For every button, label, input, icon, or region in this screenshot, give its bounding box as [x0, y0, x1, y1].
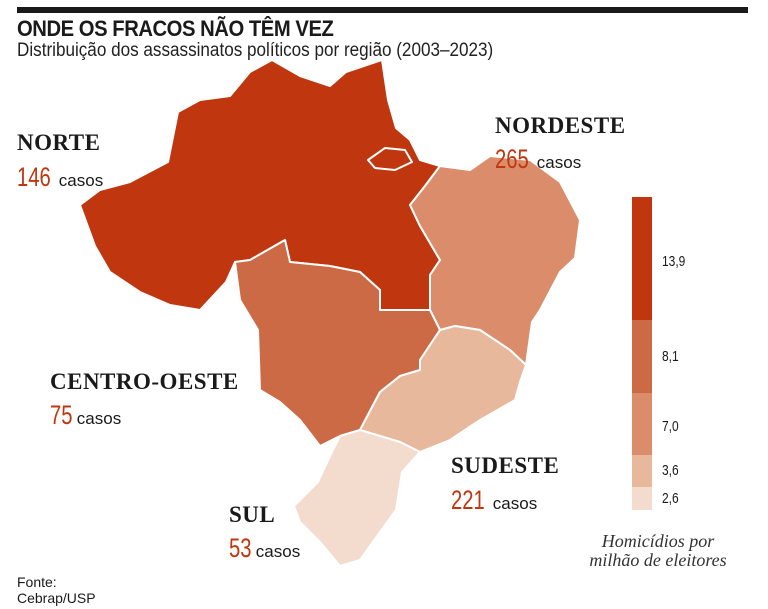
legend-swatch [632, 455, 652, 487]
top-rule [17, 7, 748, 13]
legend-value: 7,0 [662, 418, 679, 435]
legend-swatch [632, 320, 652, 393]
region-sudeste [359, 325, 527, 453]
legend-swatch [632, 487, 652, 510]
legend-value: 2,6 [662, 490, 679, 507]
region-label-sul: SUL [229, 502, 276, 527]
region-count-sudeste: 221 casos [451, 485, 538, 515]
legend-swatch [632, 393, 652, 455]
legend-title: Homicídios por milhão de eleitores [589, 531, 727, 570]
legend-value: 13,9 [662, 253, 686, 270]
region-norte-island [367, 147, 413, 171]
region-label-nordeste: NORDESTE [495, 113, 626, 138]
legend-swatch [632, 197, 652, 320]
source-note: Fonte: Cebrap/USP [17, 574, 96, 606]
region-label-centro-oeste: CENTRO-OESTE [50, 369, 239, 394]
region-nordeste [409, 155, 581, 366]
legend-color-scale [632, 197, 652, 510]
page-title: ONDE OS FRACOS NÃO TÊM VEZ [17, 16, 334, 41]
page-subtitle: Distribuição dos assassinatos políticos … [17, 40, 494, 61]
region-sul [293, 429, 421, 567]
legend-value: 3,6 [662, 462, 679, 479]
region-label-norte: NORTE [17, 130, 101, 155]
region-label-sudeste: SUDESTE [451, 453, 560, 478]
region-count-centro-oeste: 75 casos [50, 400, 122, 430]
region-count-sul: 53 casos [229, 533, 301, 563]
region-count-nordeste: 265 casos [495, 144, 582, 174]
legend-value: 8,1 [662, 348, 679, 365]
region-count-norte: 146 casos [17, 162, 104, 192]
